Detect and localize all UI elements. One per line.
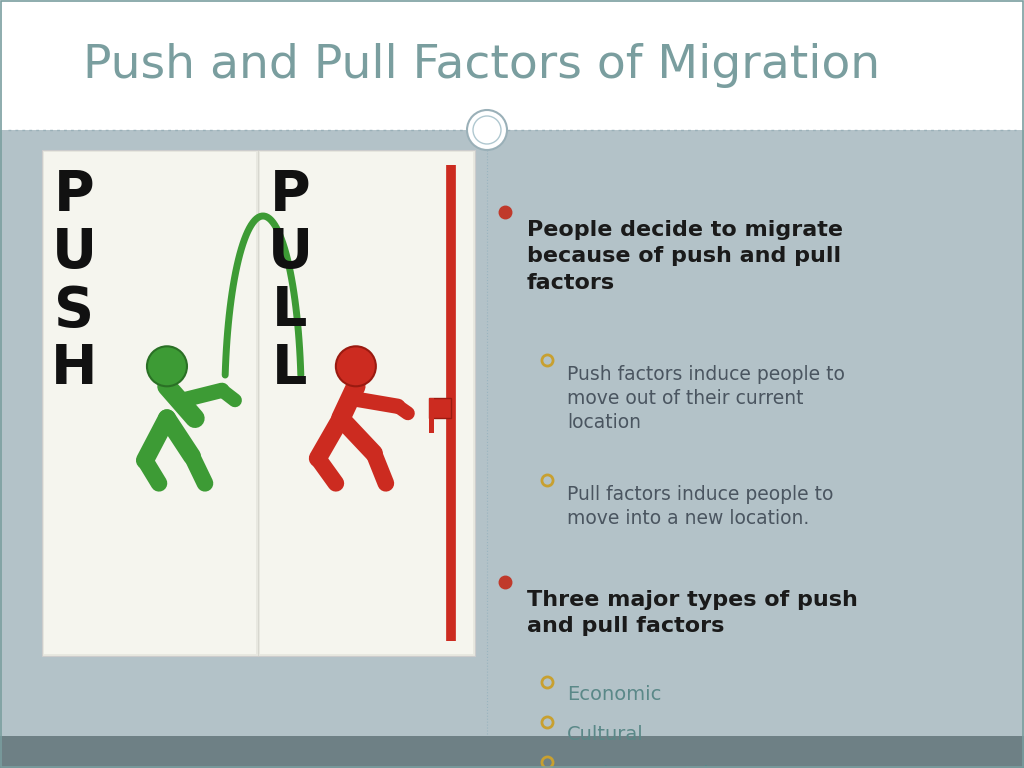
Text: L: L bbox=[272, 342, 307, 396]
Text: S: S bbox=[54, 284, 94, 338]
Text: P: P bbox=[269, 168, 310, 222]
Circle shape bbox=[467, 110, 507, 150]
Text: People decide to migrate
because of push and pull
factors: People decide to migrate because of push… bbox=[527, 220, 843, 293]
Bar bbox=[0, 736, 1024, 768]
Bar bbox=[429, 399, 434, 433]
Text: Pull factors induce people to
move into a new location.: Pull factors induce people to move into … bbox=[567, 485, 834, 528]
Bar bbox=[260, 152, 473, 654]
Text: L: L bbox=[272, 284, 307, 338]
Text: Three major types of push
and pull factors: Three major types of push and pull facto… bbox=[527, 590, 858, 637]
Text: Cultural: Cultural bbox=[567, 725, 644, 744]
Bar bbox=[0, 130, 1024, 736]
Text: Environmental: Environmental bbox=[567, 765, 709, 768]
Text: P: P bbox=[53, 168, 94, 222]
Text: Push factors induce people to
move out of their current
location: Push factors induce people to move out o… bbox=[567, 365, 845, 432]
Circle shape bbox=[147, 346, 187, 386]
Text: U: U bbox=[51, 226, 96, 280]
Bar bbox=[429, 399, 451, 419]
Circle shape bbox=[473, 116, 501, 144]
Bar bbox=[44, 152, 256, 654]
Bar bbox=[42, 150, 475, 656]
Text: Economic: Economic bbox=[567, 685, 662, 704]
Text: H: H bbox=[51, 342, 97, 396]
Circle shape bbox=[336, 346, 376, 386]
Bar bbox=[0, 0, 1024, 130]
Text: Push and Pull Factors of Migration: Push and Pull Factors of Migration bbox=[83, 42, 880, 88]
Text: U: U bbox=[267, 226, 312, 280]
